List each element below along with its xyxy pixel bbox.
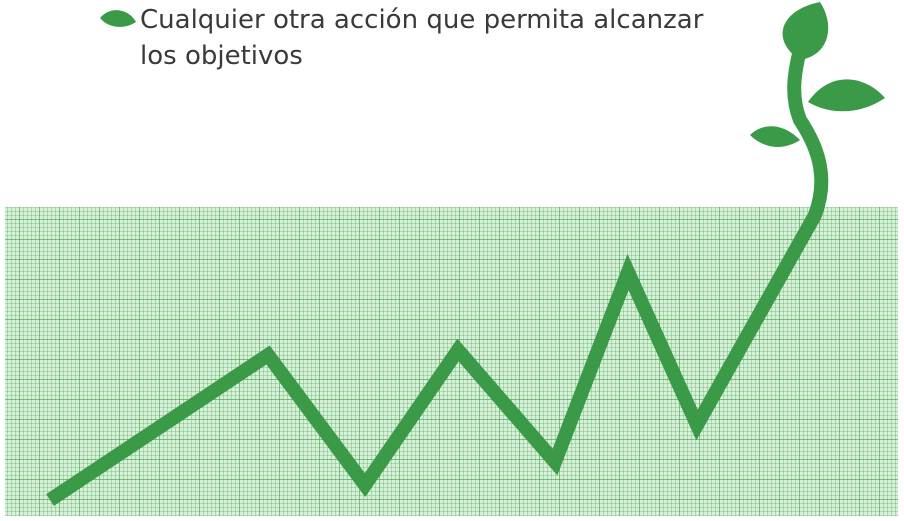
bullet-text: Cualquier otra acción que permita alcanz… [140,2,740,74]
bullet-leaf [100,10,136,27]
plant-leaves [750,2,885,147]
page: Cualquier otra acción que permita alcanz… [0,0,904,521]
illustration [0,0,904,521]
